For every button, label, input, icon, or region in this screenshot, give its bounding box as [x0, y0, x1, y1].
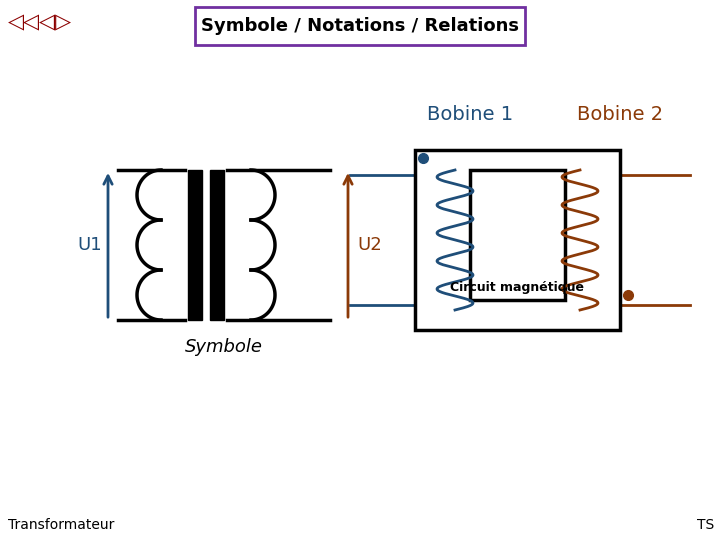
- Text: Symbole: Symbole: [185, 338, 263, 356]
- Bar: [210, 170, 224, 320]
- Text: TS: TS: [697, 518, 714, 532]
- Text: U1: U1: [78, 236, 102, 254]
- Text: Circuit magnétique: Circuit magnétique: [451, 281, 585, 294]
- Bar: [470, 170, 565, 300]
- FancyBboxPatch shape: [195, 7, 525, 45]
- Text: ◁◁◁▷: ◁◁◁▷: [8, 12, 72, 32]
- Text: Transformateur: Transformateur: [8, 518, 114, 532]
- Text: Bobine 2: Bobine 2: [577, 105, 663, 125]
- Bar: [188, 170, 202, 320]
- Text: Bobine 1: Bobine 1: [427, 105, 513, 125]
- Text: U2: U2: [358, 236, 382, 254]
- Bar: [415, 150, 620, 330]
- Text: Symbole / Notations / Relations: Symbole / Notations / Relations: [201, 17, 519, 35]
